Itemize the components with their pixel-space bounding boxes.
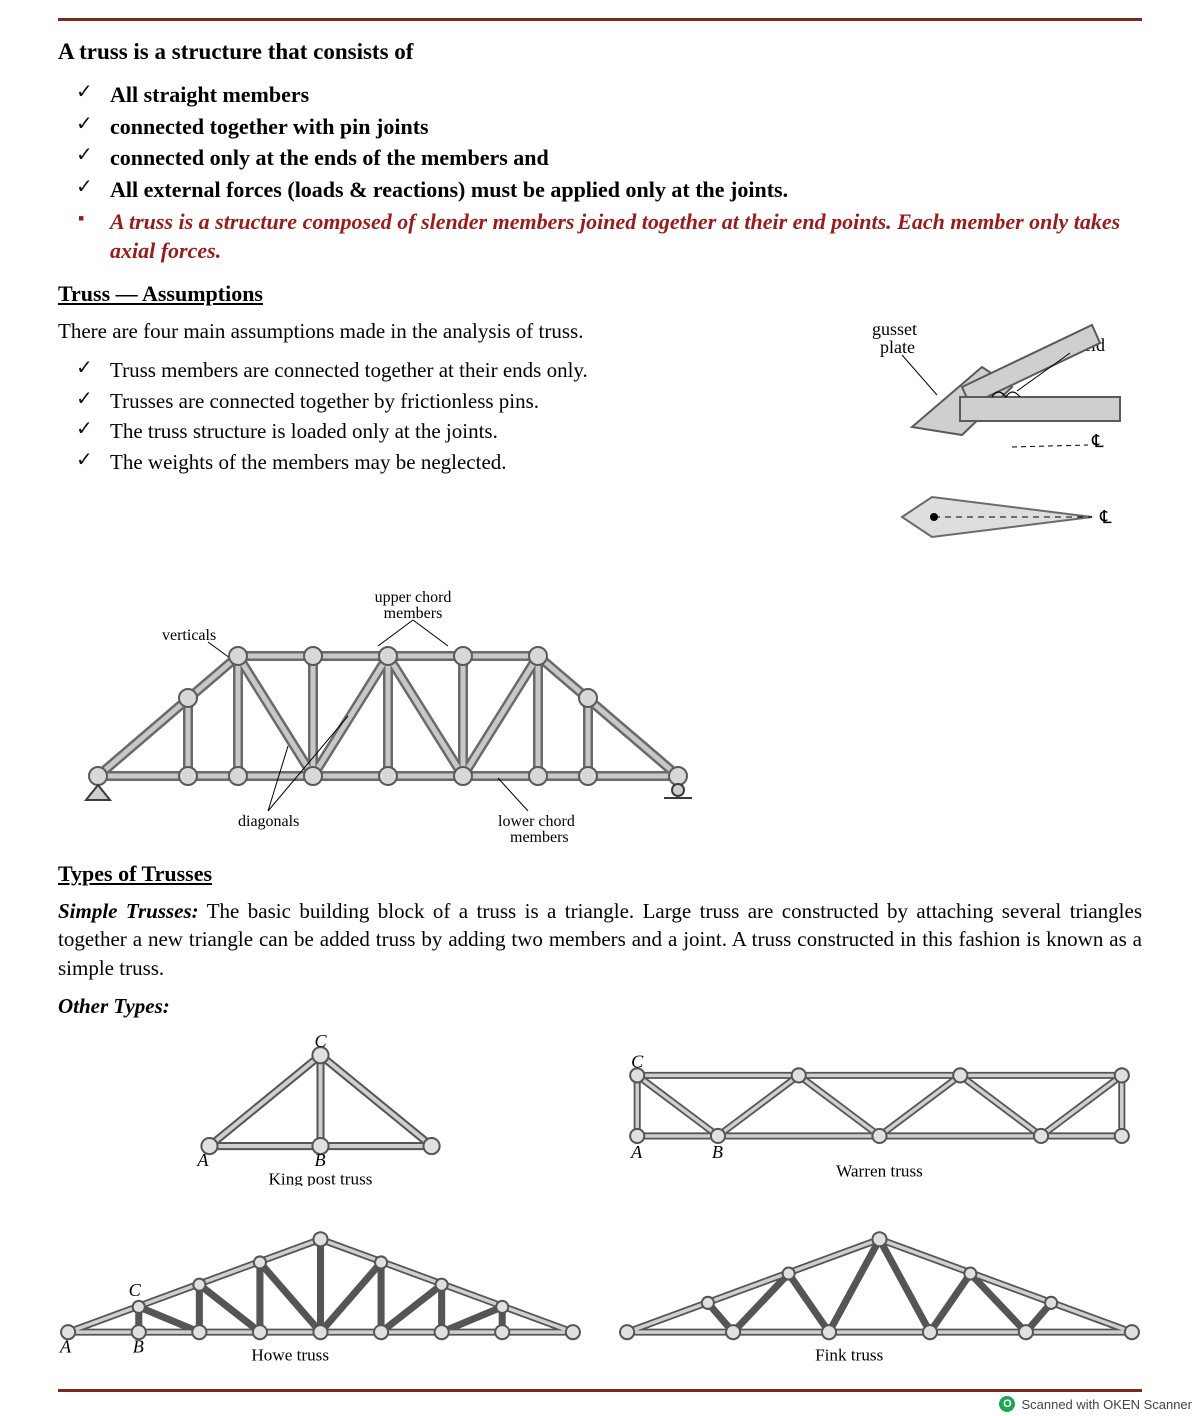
warren-truss-figure: A B C Warren truss: [617, 1035, 1142, 1191]
assumptions-heading: Truss — Assumptions: [58, 281, 1142, 307]
definition-heading: A truss is a structure that consists of: [58, 39, 1142, 65]
definition-red: A truss is a structure composed of slend…: [110, 209, 1120, 264]
list-item: All external forces (loads & reactions) …: [110, 174, 1142, 206]
assumptions-row: There are four main assumptions made in …: [58, 317, 1142, 582]
bottom-rule: [58, 1389, 1142, 1392]
list-item: Truss members are connected together at …: [110, 355, 814, 385]
verticals-label: verticals: [162, 627, 216, 644]
assumptions-text-col: There are four main assumptions made in …: [58, 317, 814, 491]
list-item: The truss structure is loaded only at th…: [110, 416, 814, 446]
list-item: Trusses are connected together by fricti…: [110, 386, 814, 416]
upper-chord-label: upper chord: [375, 589, 452, 606]
diagonals-label: diagonals: [238, 813, 299, 830]
king-post-caption: King post truss: [269, 1169, 373, 1186]
simple-trusses-text: The basic building block of a truss is a…: [58, 899, 1142, 980]
cl-label-1: ℄: [1091, 431, 1104, 451]
gusset-svg: gusset plate weld ℄ ℄: [842, 317, 1142, 577]
upper-chord-label2: members: [384, 605, 443, 622]
node-B: B: [712, 1142, 723, 1162]
gusset-figure: gusset plate weld ℄ ℄: [842, 317, 1142, 582]
warren-caption: Warren truss: [836, 1161, 923, 1180]
list-item-emphasis: A truss is a structure composed of slend…: [110, 206, 1142, 267]
assumptions-intro: There are four main assumptions made in …: [58, 317, 814, 345]
fink-truss-figure: Fink truss: [617, 1211, 1142, 1367]
lower-chord-label: lower chord: [498, 813, 575, 830]
cl-label-2: ℄: [1099, 507, 1112, 527]
page: A truss is a structure that consists of …: [0, 0, 1200, 1416]
list-item: The weights of the members may be neglec…: [110, 447, 814, 477]
node-C: C: [129, 1280, 142, 1300]
howe-truss-figure: A B C Howe truss: [58, 1211, 583, 1367]
howe-caption: Howe truss: [251, 1345, 329, 1362]
fink-caption: Fink truss: [815, 1345, 883, 1362]
lower-chord-label2: members: [510, 829, 569, 846]
howe-svg: A B C Howe truss: [58, 1211, 583, 1362]
definition-list: All straight members connected together …: [58, 79, 1142, 267]
list-item: All straight members: [110, 79, 1142, 111]
list-item: connected only at the ends of the member…: [110, 142, 1142, 174]
node-B: B: [133, 1336, 144, 1356]
truss-types-grid: A B C King post truss: [58, 1035, 1142, 1368]
scanner-badge: O Scanned with OKEN Scanner: [999, 1396, 1192, 1412]
other-types-heading: Other Types:: [58, 992, 1142, 1020]
scanner-text: Scanned with OKEN Scanner: [1021, 1397, 1192, 1412]
simple-trusses-para: Simple Trusses: The basic building block…: [58, 897, 1142, 982]
gusset-plate-label: plate: [880, 337, 915, 357]
node-A: A: [196, 1150, 209, 1170]
node-A: A: [59, 1336, 72, 1356]
simple-trusses-label: Simple Trusses:: [58, 899, 199, 923]
node-A: A: [630, 1142, 643, 1162]
assumptions-list: Truss members are connected together at …: [58, 355, 814, 476]
king-post-svg: A B C King post truss: [58, 1035, 583, 1186]
bridge-truss-figure: upper chord members verticals: [58, 586, 1142, 851]
node-B: B: [314, 1150, 325, 1170]
fink-svg: Fink truss: [617, 1211, 1142, 1362]
node-C: C: [631, 1051, 644, 1071]
types-heading: Types of Trusses: [58, 861, 1142, 887]
bridge-truss-svg: upper chord members verticals: [58, 586, 718, 846]
warren-svg: A B C Warren truss: [617, 1035, 1142, 1186]
king-post-truss-figure: A B C King post truss: [58, 1035, 583, 1191]
scanner-icon: O: [999, 1396, 1015, 1412]
list-item: connected together with pin joints: [110, 111, 1142, 143]
gusset-label: gusset: [872, 319, 917, 339]
node-C: C: [314, 1035, 327, 1051]
top-rule: [58, 18, 1142, 21]
